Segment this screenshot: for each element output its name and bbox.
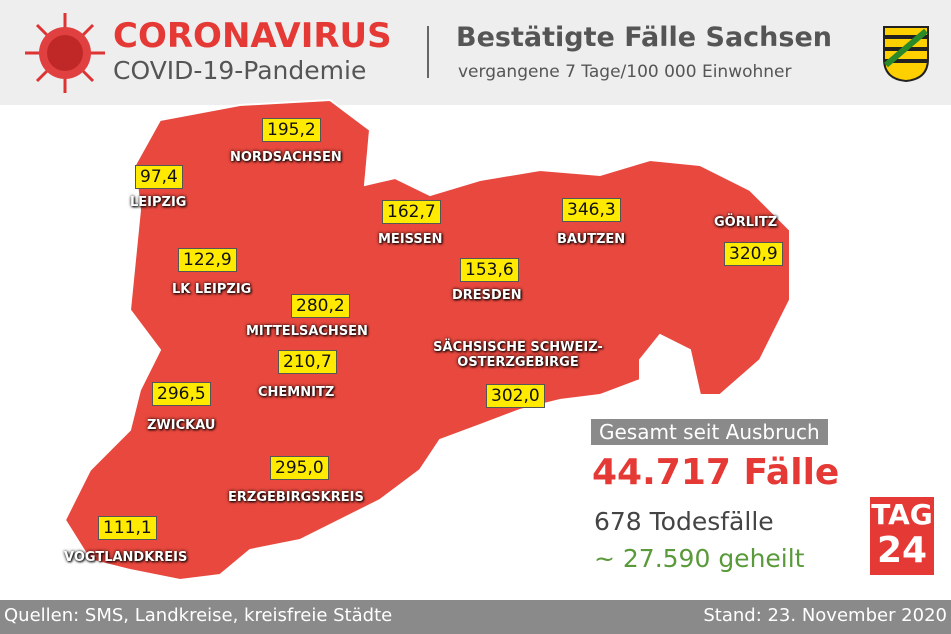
region-name: DRESDEN [452,288,522,303]
region-value: 195,2 [262,118,321,142]
heading: Bestätigte Fälle Sachsen [456,22,832,53]
region-value: 302,0 [486,384,545,408]
region-value: 320,9 [724,242,783,266]
logo: TAG 24 [870,497,934,575]
region-name: NORDSACHSEN [230,150,342,165]
region-name: CHEMNITZ [258,385,335,400]
region-name: MITTELSACHSEN [246,324,368,339]
title: CORONAVIRUS [113,16,392,56]
region-name: BAUTZEN [557,232,626,247]
region-name: MEISSEN [378,232,443,247]
footer-date: Stand: 23. November 2020 [703,605,947,626]
subtitle: COVID-19-Pandemie [113,56,367,85]
logo-bottom: 24 [876,530,928,571]
footer-sources: Quellen: SMS, Landkreise, kreisfreie Stä… [4,605,393,626]
region-value: 296,5 [152,382,211,406]
summary-cases: 44.717 Fälle [592,452,840,493]
region-name: LK LEIPZIG [172,282,252,297]
footer-band [0,600,951,634]
region-value: 122,9 [178,248,237,272]
virus-icon [25,13,105,93]
region-value: 346,3 [562,198,621,222]
summary-label: Gesamt seit Ausbruch [591,419,828,445]
region-value: 162,7 [382,200,441,224]
subheading: vergangene 7 Tage/100 000 Einwohner [458,62,792,82]
region-value: 111,1 [98,516,157,540]
region-value: 153,6 [460,258,519,282]
divider [427,26,429,78]
coat-of-arms [883,26,929,83]
region-name: GÖRLITZ [714,215,778,230]
region-value: 97,4 [135,165,183,189]
region-name: VOGTLANDKREIS [64,550,188,565]
region-value: 295,0 [270,456,329,480]
region-name: SÄCHSISCHE SCHWEIZ-OSTERZGEBIRGE [433,340,603,370]
header-band [0,0,951,105]
region-name: ZWICKAU [147,418,216,433]
region-name: ERZGEBIRGSKREIS [228,490,364,505]
region-name: LEIPZIG [130,195,187,210]
region-value: 280,2 [291,294,350,318]
summary-deaths: 678 Todesfälle [594,507,774,536]
summary-recovered: ~ 27.590 geheilt [594,544,805,573]
logo-top: TAG [871,498,933,531]
region-value: 210,7 [278,350,337,374]
